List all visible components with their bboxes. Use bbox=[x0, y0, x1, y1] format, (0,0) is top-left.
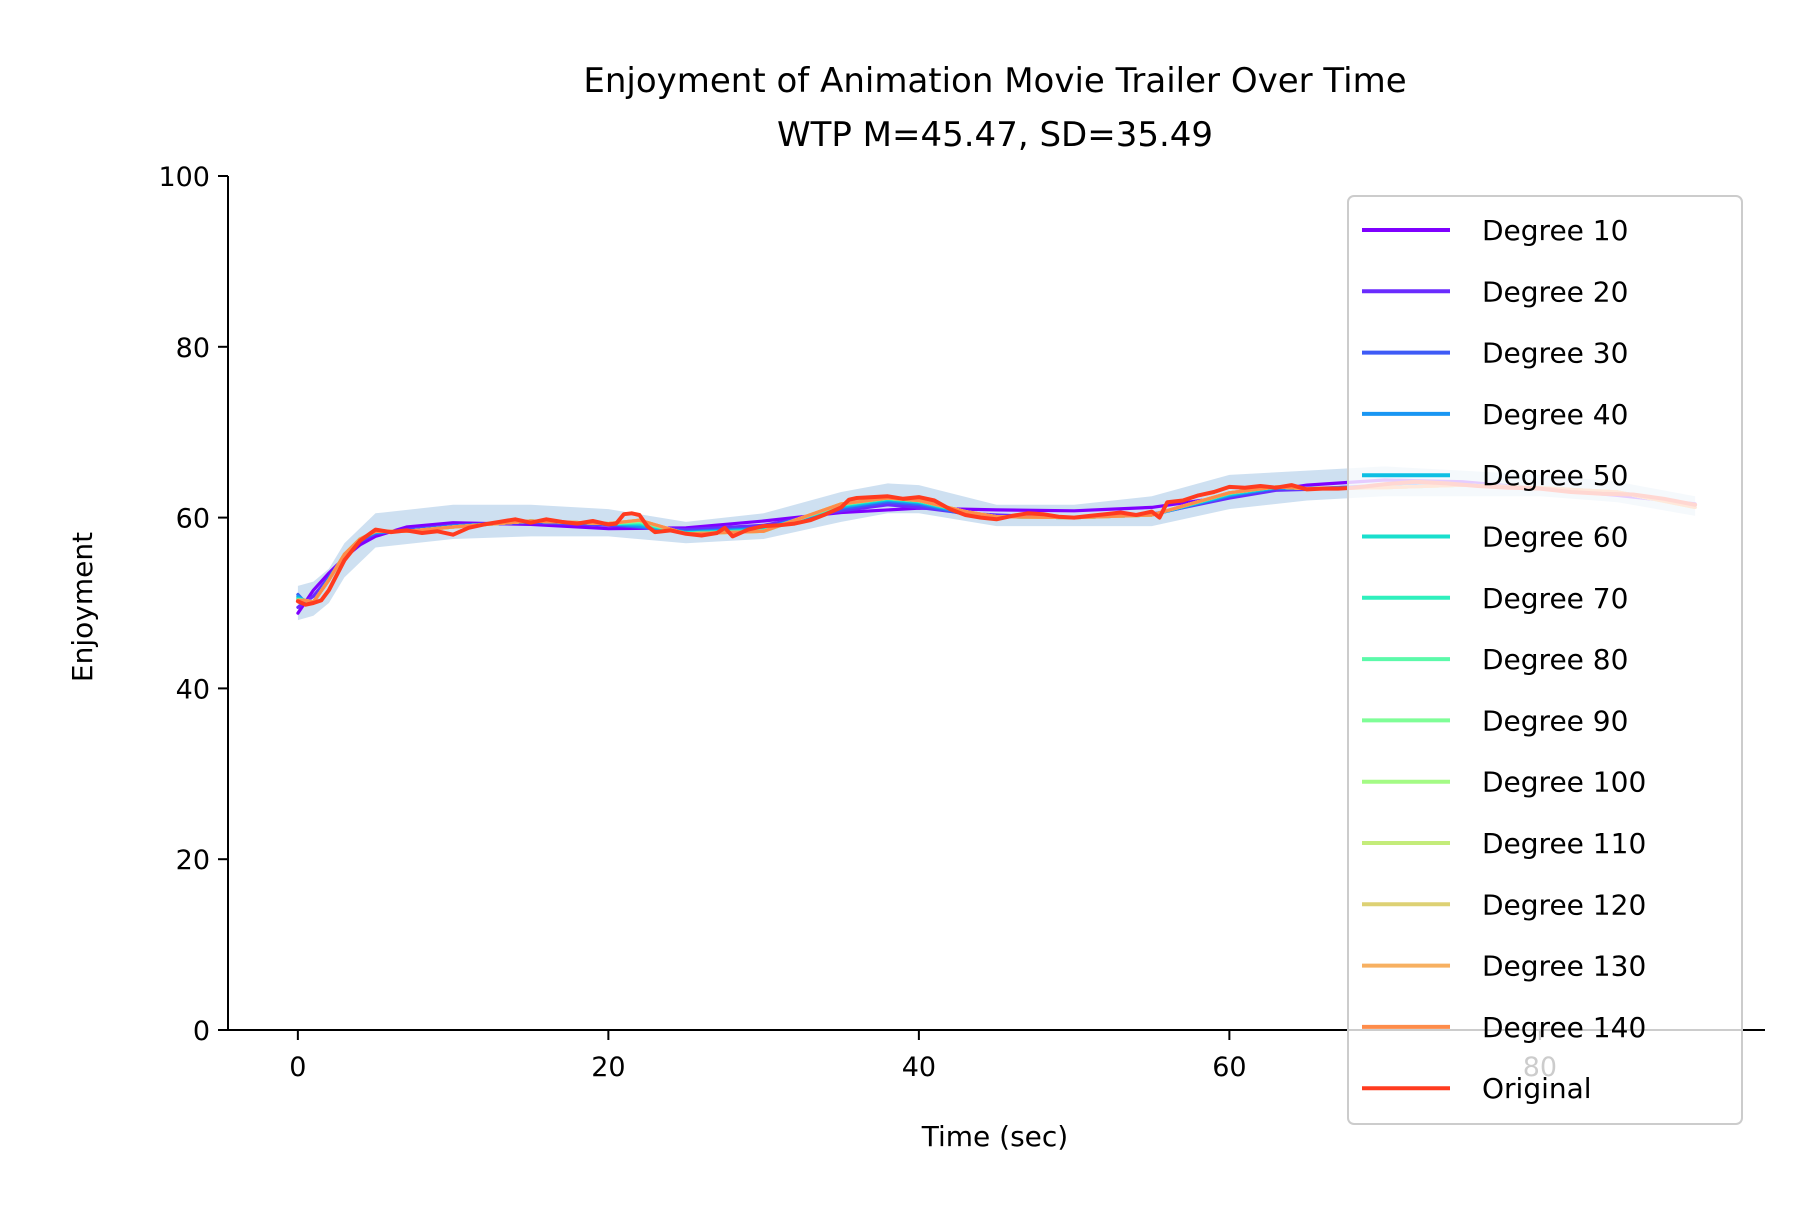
legend-label: Degree 10 bbox=[1482, 214, 1628, 247]
y-axis-label: Enjoyment bbox=[66, 532, 99, 682]
y-tick-label: 80 bbox=[176, 333, 210, 364]
legend: Degree 10 Degree 20 Degree 30 Degree 40 Degr… bbox=[1347, 195, 1743, 1125]
legend-items: Degree 10 Degree 20 Degree 30 Degree 40 Degr… bbox=[1362, 214, 1646, 1105]
x-tick-label: 20 bbox=[591, 1052, 625, 1083]
x-tick-label: 40 bbox=[902, 1052, 936, 1083]
legend-label: Degree 50 bbox=[1482, 459, 1628, 492]
legend-label: Degree 40 bbox=[1482, 398, 1628, 431]
x-axis-label: Time (sec) bbox=[921, 1120, 1068, 1153]
legend-label: Degree 90 bbox=[1482, 704, 1628, 737]
legend-label: Degree 30 bbox=[1482, 337, 1628, 370]
legend-label: Degree 130 bbox=[1482, 950, 1646, 983]
y-tick-label: 100 bbox=[158, 162, 210, 193]
x-tick-label: 0 bbox=[289, 1052, 306, 1083]
y-tick-label: 20 bbox=[176, 845, 210, 876]
legend-label: Original bbox=[1482, 1072, 1592, 1105]
legend-label: Degree 110 bbox=[1482, 827, 1646, 860]
chart-subtitle: WTP M=45.47, SD=35.49 bbox=[777, 115, 1213, 155]
series-layer bbox=[295, 478, 1698, 615]
y-tick-label: 60 bbox=[176, 504, 210, 535]
legend-label: Degree 80 bbox=[1482, 643, 1628, 676]
y-ticks: 0 20 40 60 80 100 bbox=[158, 162, 228, 1047]
legend-label: Degree 20 bbox=[1482, 275, 1628, 308]
legend-label: Degree 60 bbox=[1482, 521, 1628, 554]
y-tick-label: 40 bbox=[176, 674, 210, 705]
legend-label: Degree 120 bbox=[1482, 888, 1646, 921]
legend-label: Degree 140 bbox=[1482, 1011, 1646, 1044]
x-tick-label: 60 bbox=[1212, 1052, 1246, 1083]
legend-label: Degree 100 bbox=[1482, 766, 1646, 799]
y-tick-label: 0 bbox=[193, 1016, 210, 1047]
series-line-original bbox=[295, 479, 1698, 607]
chart-title: Enjoyment of Animation Movie Trailer Ove… bbox=[583, 61, 1406, 101]
legend-frame bbox=[1347, 195, 1743, 1125]
legend-label: Degree 70 bbox=[1482, 582, 1628, 615]
